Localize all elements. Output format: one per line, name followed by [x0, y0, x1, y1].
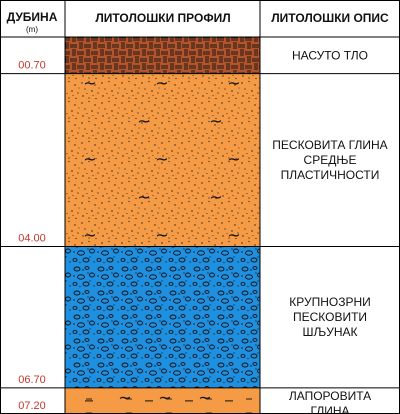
layer-symbols: ~ ~ ~ ~ ~ ~ ~ ~ ~ ~ ~ ~ ~ ~ ~ ~	[83, 74, 240, 407]
depth-labels: 00.70 04.00 06.70 07.20	[18, 60, 46, 412]
tilde-symbol: ~	[137, 188, 150, 207]
tilde-symbol: ~	[209, 112, 222, 131]
layer-description-line: ПЛАСТИЧНОСТИ	[281, 168, 380, 182]
tilde-symbol: ~	[155, 226, 168, 245]
layer-gravel	[65, 246, 260, 388]
tilde-symbol: ~	[198, 388, 211, 407]
depth-column-title: ДУБИНА	[7, 10, 58, 24]
tilde-symbol: ~	[83, 74, 96, 93]
profile-column-title: ЛИТОЛОШКИ ПРОФИЛ	[95, 11, 230, 25]
layer-description-line: КРУПНОЗРНИ	[289, 295, 371, 309]
layer-fill	[65, 37, 260, 74]
tilde-symbol: ~	[83, 150, 96, 169]
tilde-symbol: ~	[158, 388, 171, 407]
depth-unit: (m)	[26, 25, 38, 34]
layer-description-line: ПЕСКОВИТИ	[293, 310, 367, 324]
tilde-symbol: ~	[155, 74, 168, 93]
layer-sandy-clay	[65, 73, 260, 247]
tilde-symbol: ~	[227, 74, 240, 93]
layer-boundaries	[0, 73, 400, 389]
tilde-symbol: ~	[227, 226, 240, 245]
tilde-symbol: ~	[155, 150, 168, 169]
depth-label: 00.70	[18, 60, 46, 72]
depth-label: 07.20	[18, 400, 46, 412]
tilde-symbol: ~	[83, 226, 96, 245]
tilde-symbol: ~	[209, 188, 222, 207]
layer-description-line: ШЉУНАК	[303, 325, 358, 339]
tilde-symbol: ~	[118, 388, 131, 407]
tilde-symbol: ~	[227, 150, 240, 169]
layer-descriptions: НАСУТО ТЛО ПЕСКОВИТА ГЛИНАСРЕДЊЕПЛАСТИЧНО…	[272, 48, 387, 414]
layer-columns	[65, 37, 260, 414]
tilde-symbol: ~	[137, 112, 150, 131]
layer-description-line: ЛАПОРОВИТА	[289, 389, 371, 403]
layer-description-line: ГЛИНА	[311, 404, 350, 414]
layer-description-line: НАСУТО ТЛО	[292, 48, 368, 62]
layer-description-line: ПЕСКОВИТА ГЛИНА	[272, 138, 387, 152]
depth-label: 06.70	[18, 374, 46, 386]
description-column-title: ЛИТОЛОШКИ ОПИС	[271, 11, 389, 25]
layer-description-line: СРЕДЊЕ	[304, 153, 357, 167]
depth-label: 04.00	[18, 232, 46, 244]
